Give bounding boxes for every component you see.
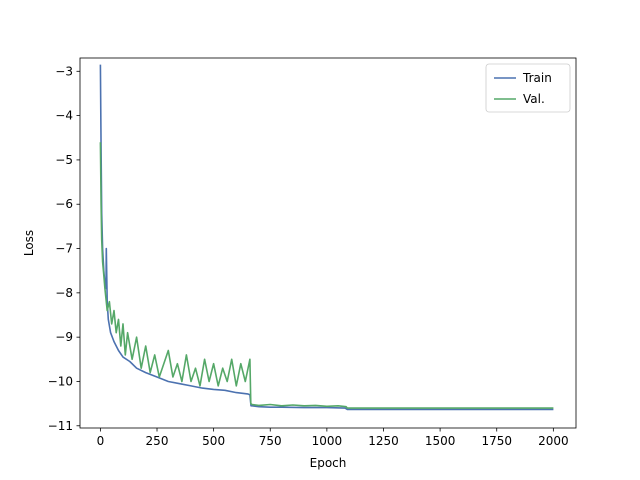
y-tick-label: −7 <box>55 242 73 256</box>
y-tick-label: −8 <box>55 286 73 300</box>
x-axis-label: Epoch <box>310 456 347 470</box>
y-tick-label: −9 <box>55 330 73 344</box>
x-tick-label: 250 <box>146 434 169 448</box>
x-tick-label: 1500 <box>425 434 456 448</box>
y-tick-label: −4 <box>55 109 73 123</box>
y-tick-label: −10 <box>48 374 73 388</box>
x-tick-label: 750 <box>259 434 282 448</box>
x-tick-label: 1250 <box>368 434 399 448</box>
y-tick-label: −6 <box>55 197 73 211</box>
x-tick-label: 1750 <box>481 434 512 448</box>
legend: Train Val. <box>485 63 571 113</box>
plot-frame <box>79 57 577 429</box>
x-tick-label: 500 <box>202 434 225 448</box>
x-tick-label: 1000 <box>312 434 343 448</box>
y-tick-label: −3 <box>55 64 73 78</box>
y-tick-label: −11 <box>48 419 73 433</box>
y-axis-label: Loss <box>22 230 36 256</box>
x-axis: 0 250 500 750 1000 1250 1500 1750 2000 <box>97 428 569 448</box>
y-axis: −3 −4 −5 −6 −7 −8 −9 −10 −11 <box>48 64 80 433</box>
legend-label: Val. <box>523 92 545 106</box>
x-tick-label: 2000 <box>538 434 569 448</box>
legend-label: Train <box>522 71 552 85</box>
series-line-val <box>99 142 554 409</box>
series-line-train <box>99 64 554 411</box>
y-tick-label: −5 <box>55 153 73 167</box>
x-tick-label: 0 <box>97 434 105 448</box>
series-layer <box>99 64 554 411</box>
legend-box <box>485 63 571 113</box>
